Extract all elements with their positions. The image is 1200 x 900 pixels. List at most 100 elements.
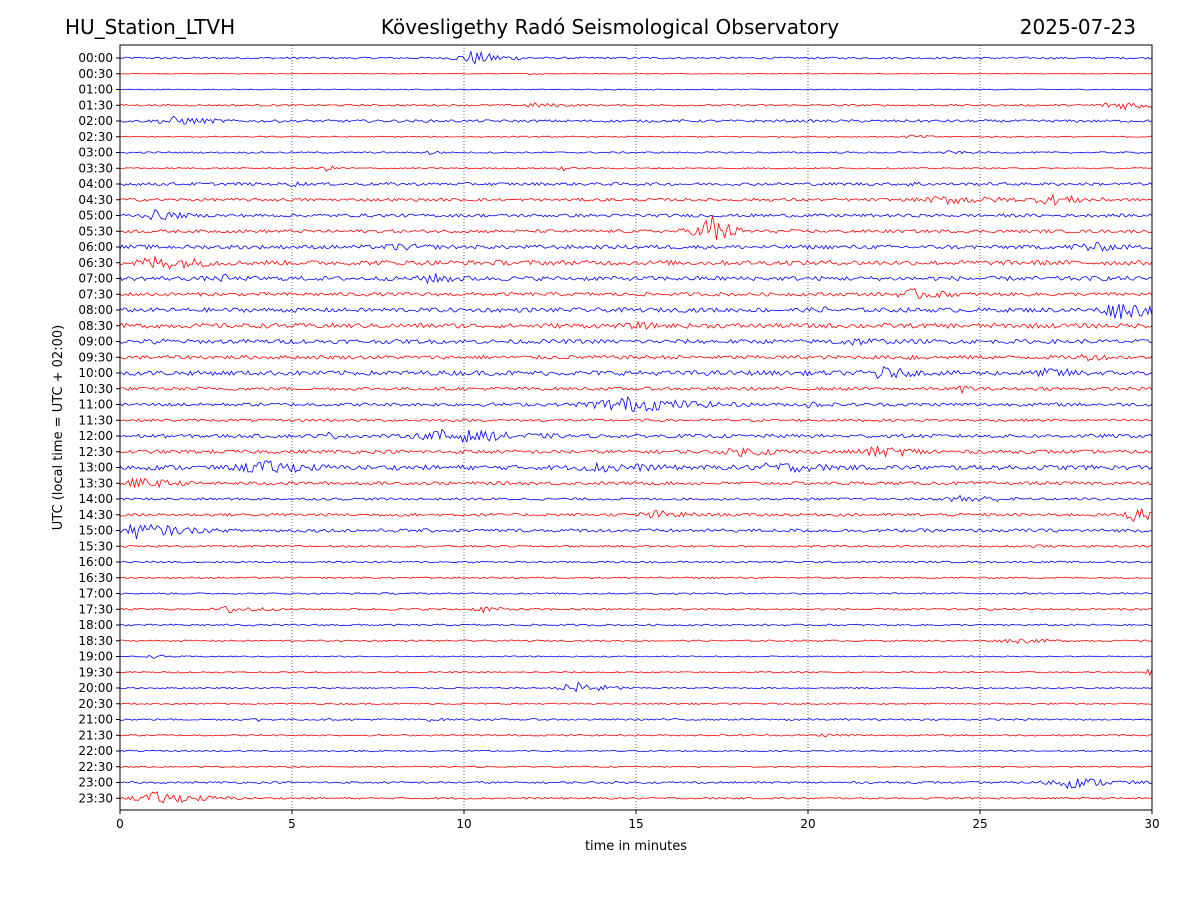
trace-2230	[120, 765, 1152, 768]
trace-0330	[120, 165, 1152, 172]
trace-0630	[120, 256, 1152, 270]
ytick-label-0330: 03:30	[78, 161, 113, 175]
ytick-label-1900: 19:00	[78, 650, 113, 664]
xtick-label-0: 0	[116, 817, 124, 831]
trace-0230	[120, 134, 1152, 139]
xtick-label-25: 25	[972, 817, 987, 831]
ytick-label-0400: 04:00	[78, 177, 113, 191]
ytick-label-1000: 10:00	[78, 366, 113, 380]
ytick-label-1830: 18:30	[78, 634, 113, 648]
y-axis-label: UTC (local time = UTC + 02:00)	[51, 325, 66, 530]
trace-0200	[120, 115, 1152, 125]
ytick-label-0600: 06:00	[78, 240, 113, 254]
trace-0700	[120, 273, 1152, 285]
ytick-label-1530: 15:30	[78, 539, 113, 553]
trace-2200	[120, 749, 1152, 753]
ytick-label-2230: 22:30	[78, 760, 113, 774]
ytick-label-1630: 16:30	[78, 571, 113, 585]
observatory-title: Kövesligethy Radó Seismological Observat…	[380, 15, 840, 39]
trace-1300	[120, 460, 1152, 474]
x-axis-label: time in minutes	[585, 839, 687, 854]
ytick-label-1100: 11:00	[78, 398, 113, 412]
ytick-label-1430: 14:30	[78, 508, 113, 522]
trace-1600	[120, 560, 1152, 564]
ytick-label-2300: 23:00	[78, 776, 113, 790]
plot-date: 2025-07-23	[1019, 15, 1136, 39]
trace-2300	[120, 778, 1152, 790]
ytick-label-0730: 07:30	[78, 287, 113, 301]
ytick-label-0500: 05:00	[78, 209, 113, 223]
ytick-label-2000: 20:00	[78, 681, 113, 695]
trace-2000	[120, 681, 1152, 693]
ytick-label-1230: 12:30	[78, 445, 113, 459]
trace-1330	[120, 477, 1152, 489]
ytick-label-1700: 17:00	[78, 587, 113, 601]
ytick-label-0800: 08:00	[78, 303, 113, 317]
ytick-label-0000: 00:00	[78, 51, 113, 65]
ytick-label-2200: 22:00	[78, 744, 113, 758]
ytick-label-0230: 02:30	[78, 130, 113, 144]
ytick-label-0900: 09:00	[78, 335, 113, 349]
trace-0030	[120, 72, 1152, 75]
ytick-label-1200: 12:00	[78, 429, 113, 443]
trace-1400	[120, 494, 1152, 503]
trace-2100	[120, 717, 1152, 723]
trace-1130	[120, 418, 1152, 423]
ytick-label-0130: 01:30	[78, 98, 113, 112]
xtick-label-20: 20	[800, 817, 815, 831]
ytick-label-1730: 17:30	[78, 602, 113, 616]
trace-0800	[120, 303, 1152, 320]
ytick-label-0530: 05:30	[78, 224, 113, 238]
trace-2030	[120, 702, 1152, 705]
ytick-label-0700: 07:00	[78, 272, 113, 286]
ytick-label-1300: 13:00	[78, 461, 113, 475]
trace-1700	[120, 592, 1152, 595]
trace-1800	[120, 623, 1152, 627]
ytick-label-1130: 11:30	[78, 413, 113, 427]
trace-1900	[120, 654, 1152, 659]
trace-1930	[120, 668, 1152, 677]
trace-1430	[120, 508, 1152, 523]
ytick-label-2030: 20:30	[78, 697, 113, 711]
trace-1230	[120, 445, 1152, 459]
trace-1100	[120, 396, 1152, 413]
ytick-label-2330: 23:30	[78, 791, 113, 805]
trace-1830	[120, 638, 1152, 645]
trace-0500	[120, 209, 1152, 221]
ytick-label-1600: 16:00	[78, 555, 113, 569]
trace-0900	[120, 338, 1152, 346]
ytick-label-0630: 06:30	[78, 256, 113, 270]
trace-0730	[120, 288, 1152, 299]
trace-1030	[120, 385, 1152, 395]
ytick-label-1030: 10:30	[78, 382, 113, 396]
ytick-label-0030: 00:30	[78, 67, 113, 81]
ytick-label-2100: 21:00	[78, 713, 113, 727]
ytick-label-1500: 15:00	[78, 524, 113, 538]
trace-0530	[120, 215, 1152, 240]
ytick-label-0930: 09:30	[78, 350, 113, 364]
xtick-label-15: 15	[628, 817, 643, 831]
ytick-label-0100: 01:00	[78, 83, 113, 97]
ytick-label-1800: 18:00	[78, 618, 113, 632]
trace-2130	[120, 733, 1152, 738]
ytick-label-1400: 14:00	[78, 492, 113, 506]
ytick-label-1330: 13:30	[78, 476, 113, 490]
ytick-label-0430: 04:30	[78, 193, 113, 207]
trace-1530	[120, 544, 1152, 548]
trace-1500	[120, 523, 1152, 540]
xtick-label-10: 10	[456, 817, 471, 831]
ytick-label-2130: 21:30	[78, 728, 113, 742]
traces-group	[120, 50, 1152, 804]
trace-0430	[120, 193, 1152, 206]
ytick-label-0830: 08:30	[78, 319, 113, 333]
trace-0930	[120, 353, 1152, 362]
trace-0000	[120, 50, 1152, 65]
ytick-label-0200: 02:00	[78, 114, 113, 128]
trace-2330	[120, 791, 1152, 804]
station-name: HU_Station_LTVH	[65, 15, 236, 39]
trace-0830	[120, 321, 1152, 330]
trace-0400	[120, 181, 1152, 188]
trace-1200	[120, 428, 1152, 444]
